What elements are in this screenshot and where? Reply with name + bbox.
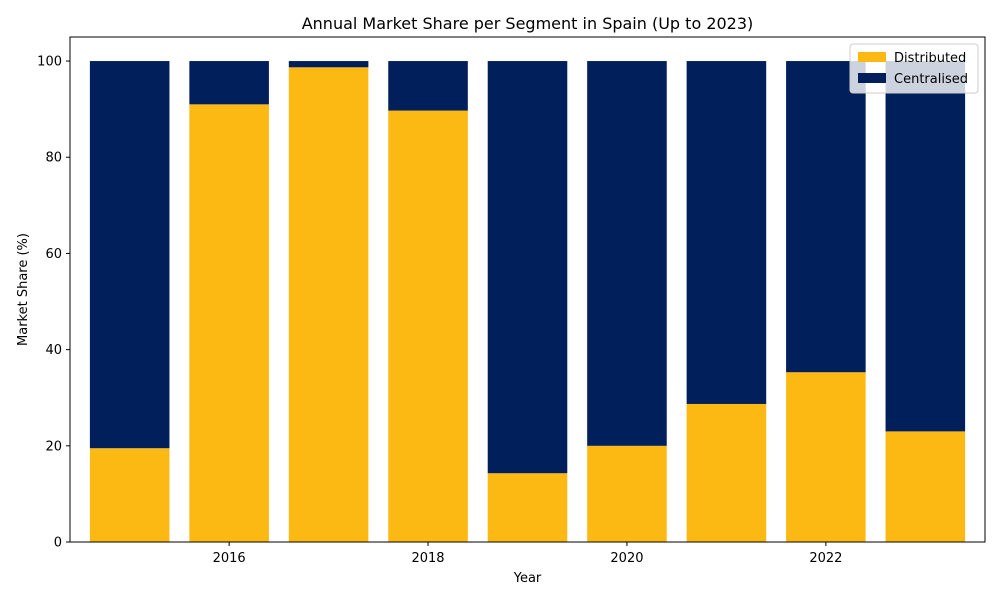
bar-centralised-2021 (686, 61, 767, 404)
legend: Distributed Centralised (849, 43, 979, 94)
x-tick-label: 2020 (610, 551, 643, 566)
bar-distributed-2020 (587, 445, 667, 542)
y-tick-label: 60 (45, 247, 62, 262)
bar-centralised-2022 (786, 61, 866, 373)
bar-distributed-2018 (388, 110, 468, 542)
chart-title: Annual Market Share per Segment in Spain… (302, 14, 754, 33)
y-tick-label: 80 (45, 151, 62, 166)
legend-label-centralised: Centralised (894, 72, 968, 87)
legend-swatch-centralised (858, 73, 886, 83)
bar-centralised-2017 (288, 61, 369, 68)
bar-centralised-2020 (587, 61, 667, 446)
bar-centralised-2015 (89, 61, 170, 449)
bar-distributed-2016 (189, 104, 269, 542)
y-tick-label: 100 (37, 55, 62, 70)
x-tick-label: 2022 (809, 551, 842, 566)
bar-centralised-2023 (885, 61, 966, 432)
bar-distributed-2015 (89, 448, 170, 542)
y-axis: 0 20 40 60 80 100 (37, 55, 70, 551)
bar-distributed-2023 (885, 431, 966, 542)
bar-distributed-2017 (288, 67, 369, 543)
plot-frame (69, 36, 986, 543)
legend-swatch-distributed (858, 52, 886, 62)
y-tick-label: 40 (45, 343, 62, 358)
bar-centralised-2019 (487, 61, 568, 474)
bar-centralised-2016 (189, 61, 269, 105)
bars-layer (89, 61, 966, 543)
x-tick-label: 2016 (213, 551, 246, 566)
bar-centralised-2018 (388, 61, 468, 111)
y-axis-label: Market Share (%) (16, 233, 31, 346)
x-axis: 2016 2018 2020 2022 (213, 542, 842, 566)
y-tick-label: 20 (45, 439, 62, 454)
bar-distributed-2021 (686, 403, 767, 542)
y-tick-label: 0 (54, 536, 62, 551)
bar-distributed-2022 (786, 372, 866, 542)
bar-distributed-2019 (487, 473, 568, 542)
legend-label-distributed: Distributed (894, 51, 966, 66)
x-tick-label: 2018 (411, 551, 444, 566)
x-axis-label: Year (513, 571, 542, 586)
